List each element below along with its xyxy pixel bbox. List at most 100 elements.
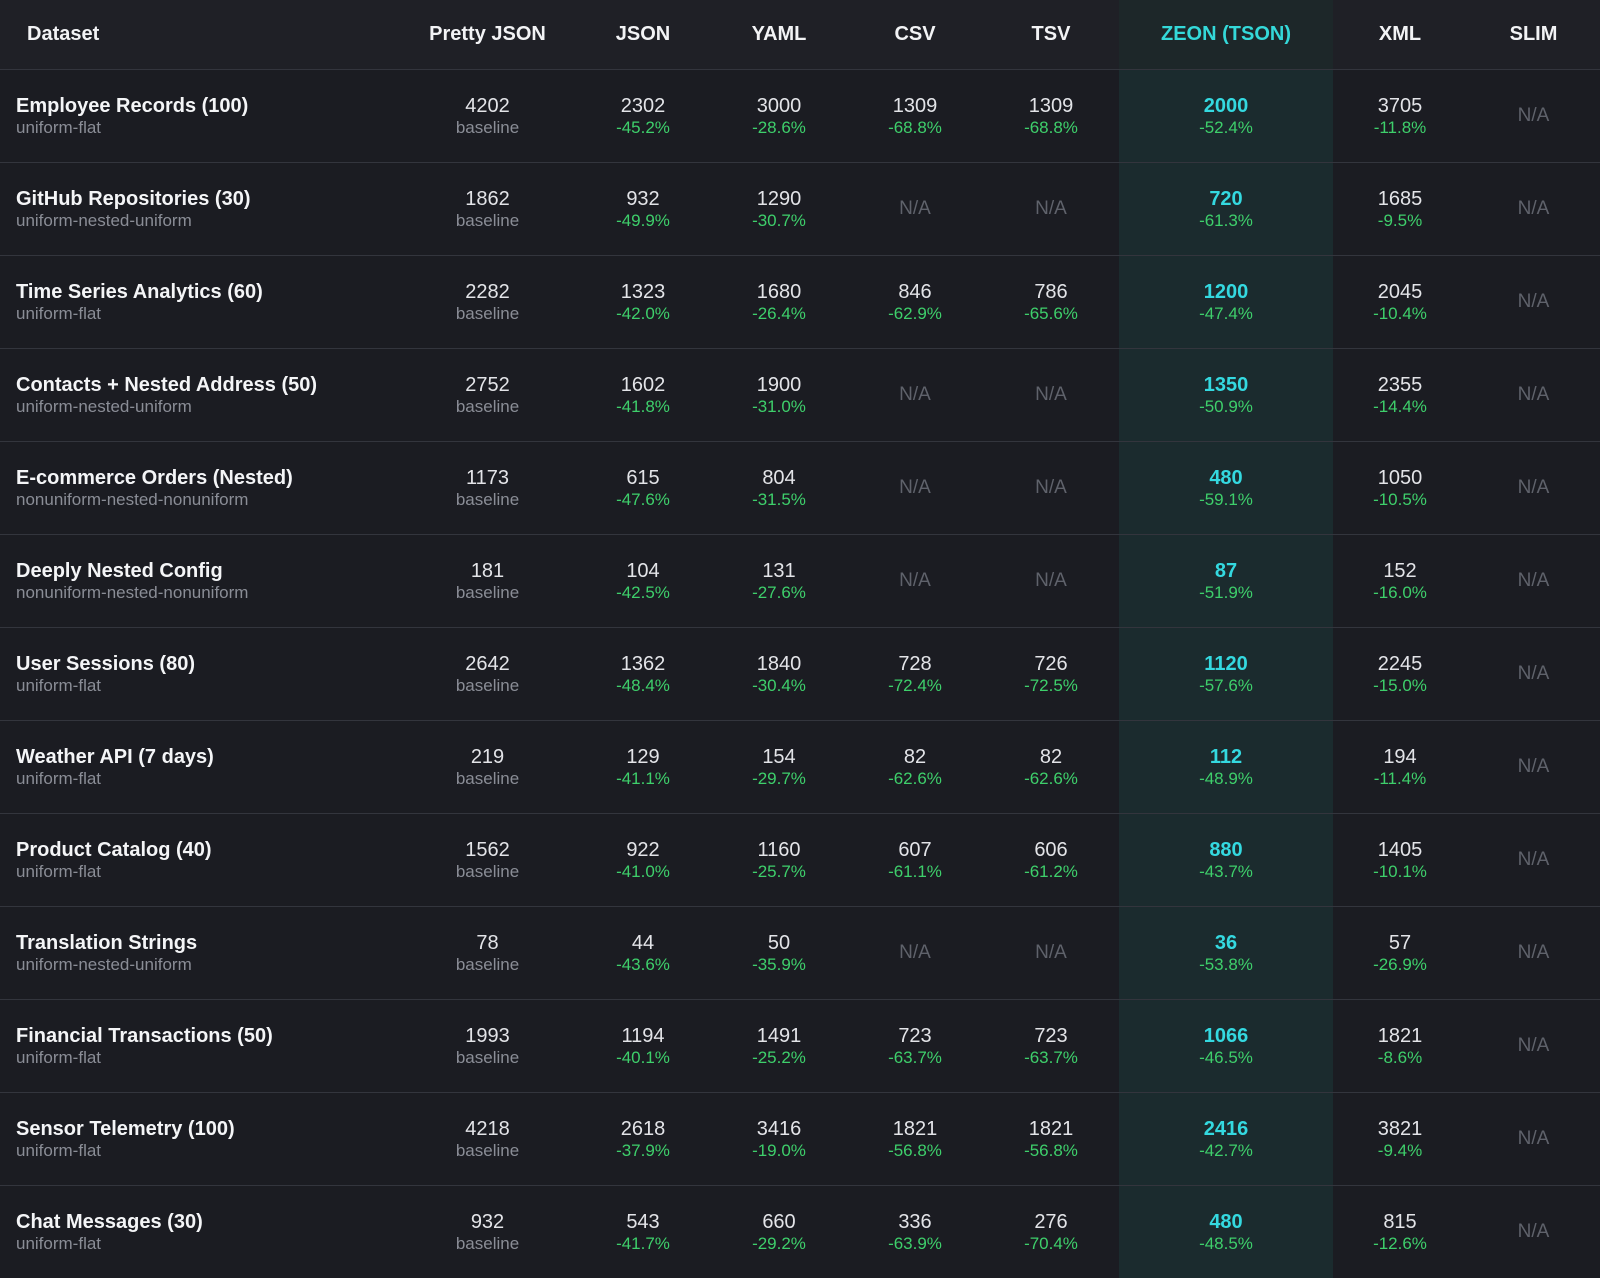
delta-percent: -63.9% [888, 1233, 942, 1253]
table-row[interactable]: User Sessions (80) uniform-flat 2642 baseli… [0, 627, 1600, 721]
dataset-type: uniform-flat [16, 1047, 102, 1067]
cell-pretty-json: 2282 baseline [400, 255, 575, 349]
cell-yaml: 154 -29.7% [711, 720, 847, 814]
na-value: N/A [1517, 1127, 1550, 1149]
token-count: 723 [898, 1024, 932, 1047]
token-count: 1900 [756, 373, 802, 396]
delta-percent: -63.7% [888, 1047, 942, 1067]
delta-percent: -48.9% [1199, 768, 1253, 788]
delta-percent: -41.1% [616, 768, 670, 788]
cell-csv: 607 -61.1% [847, 813, 983, 907]
dataset-cell: E-commerce Orders (Nested) nonuniform-nes… [0, 441, 400, 535]
delta-percent: -30.4% [752, 675, 806, 695]
delta-percent: -46.5% [1199, 1047, 1253, 1067]
table-row[interactable]: Weather API (7 days) uniform-flat 219 basel… [0, 720, 1600, 814]
cell-xml: 2245 -15.0% [1333, 627, 1467, 721]
token-count: 78 [476, 931, 499, 954]
delta-percent: -50.9% [1199, 396, 1253, 416]
table-row[interactable]: Sensor Telemetry (100) uniform-flat 4218 ba… [0, 1092, 1600, 1186]
token-count: 726 [1034, 652, 1068, 675]
na-value: N/A [1517, 662, 1550, 684]
cell-zeon: 87 -51.9% [1119, 534, 1333, 628]
na-value: N/A [1517, 569, 1550, 591]
table-row[interactable]: Deeply Nested Config nonuniform-nested-no… [0, 534, 1600, 628]
token-count: 2245 [1377, 652, 1423, 675]
dataset-name: Financial Transactions (50) [16, 1024, 273, 1047]
cell-json: 615 -47.6% [575, 441, 711, 535]
cell-xml: 815 -12.6% [1333, 1185, 1467, 1278]
token-count: 607 [898, 838, 932, 861]
table-row[interactable]: Employee Records (100) uniform-flat 4202 ba… [0, 69, 1600, 163]
cell-csv: 82 -62.6% [847, 720, 983, 814]
cell-json: 543 -41.7% [575, 1185, 711, 1278]
token-count: 2355 [1377, 373, 1423, 396]
delta-percent: -51.9% [1199, 582, 1253, 602]
cell-tsv: 1821 -56.8% [983, 1092, 1119, 1186]
delta-percent: -72.4% [888, 675, 942, 695]
cell-tsv: 1309 -68.8% [983, 69, 1119, 163]
header-xml[interactable]: XML [1333, 0, 1467, 70]
cell-pretty-json: 2752 baseline [400, 348, 575, 442]
table-row[interactable]: Product Catalog (40) uniform-flat 1562 base… [0, 813, 1600, 907]
cell-json: 2302 -45.2% [575, 69, 711, 163]
cell-json: 1602 -41.8% [575, 348, 711, 442]
cell-slim: N/A [1467, 348, 1600, 442]
token-count: 1050 [1377, 466, 1423, 489]
header-tsv[interactable]: TSV [983, 0, 1119, 70]
cell-xml: 152 -16.0% [1333, 534, 1467, 628]
delta-percent: -72.5% [1024, 675, 1078, 695]
table-row[interactable]: Chat Messages (30) uniform-flat 932 baselin… [0, 1185, 1600, 1278]
cell-tsv: 606 -61.2% [983, 813, 1119, 907]
na-value: N/A [1517, 104, 1550, 126]
delta-percent: -62.6% [888, 768, 942, 788]
cell-csv: 728 -72.4% [847, 627, 983, 721]
dataset-type: uniform-flat [16, 1140, 102, 1160]
table-row[interactable]: Contacts + Nested Address (50) uniform-ne… [0, 348, 1600, 442]
cell-slim: N/A [1467, 162, 1600, 256]
cell-yaml: 660 -29.2% [711, 1185, 847, 1278]
token-count: 276 [1034, 1210, 1068, 1233]
table-row[interactable]: E-commerce Orders (Nested) nonuniform-nes… [0, 441, 1600, 535]
header-json[interactable]: JSON [575, 0, 711, 70]
header-yaml[interactable]: YAML [711, 0, 847, 70]
token-count: 1862 [465, 187, 510, 210]
delta-percent: -42.5% [616, 582, 670, 602]
cell-xml: 1405 -10.1% [1333, 813, 1467, 907]
delta-percent: -26.4% [752, 303, 806, 323]
table-row[interactable]: GitHub Repositories (30) uniform-nested-u… [0, 162, 1600, 256]
table-row[interactable]: Translation Strings uniform-nested-unifor… [0, 906, 1600, 1000]
na-value: N/A [1035, 383, 1067, 405]
header-csv[interactable]: CSV [847, 0, 983, 70]
delta-percent: -28.6% [752, 117, 806, 137]
header-dataset[interactable]: Dataset [0, 0, 400, 70]
dataset-type: uniform-flat [16, 303, 102, 323]
dataset-name: E-commerce Orders (Nested) [16, 466, 293, 489]
cell-pretty-json: 4218 baseline [400, 1092, 575, 1186]
header-slim[interactable]: SLIM [1467, 0, 1600, 70]
token-count: 336 [898, 1210, 932, 1233]
token-count: 1405 [1377, 838, 1423, 861]
delta-percent: -56.8% [1024, 1140, 1078, 1160]
cell-csv: N/A [847, 162, 983, 256]
token-count: 4202 [465, 94, 510, 117]
dataset-cell: GitHub Repositories (30) uniform-nested-u… [0, 162, 400, 256]
table-row[interactable]: Time Series Analytics (60) uniform-flat 22… [0, 255, 1600, 349]
token-count: 1602 [620, 373, 666, 396]
table-row[interactable]: Financial Transactions (50) uniform-flat 1… [0, 999, 1600, 1093]
dataset-cell: Weather API (7 days) uniform-flat [0, 720, 400, 814]
dataset-type: nonuniform-nested-nonuniform [16, 582, 249, 602]
header-zeon[interactable]: ZEON (TSON) [1119, 0, 1333, 70]
dataset-name: Chat Messages (30) [16, 1210, 203, 1233]
header-pretty-json[interactable]: Pretty JSON [400, 0, 575, 70]
delta-percent: -42.0% [616, 303, 670, 323]
cell-zeon: 880 -43.7% [1119, 813, 1333, 907]
baseline-label: baseline [455, 117, 520, 137]
cell-csv: 1821 -56.8% [847, 1092, 983, 1186]
delta-percent: -61.1% [888, 861, 942, 881]
cell-zeon: 112 -48.9% [1119, 720, 1333, 814]
token-count: 1491 [756, 1024, 802, 1047]
delta-percent: -40.1% [616, 1047, 670, 1067]
token-count: 1323 [620, 280, 666, 303]
token-count: 846 [898, 280, 932, 303]
token-count: 1680 [756, 280, 802, 303]
